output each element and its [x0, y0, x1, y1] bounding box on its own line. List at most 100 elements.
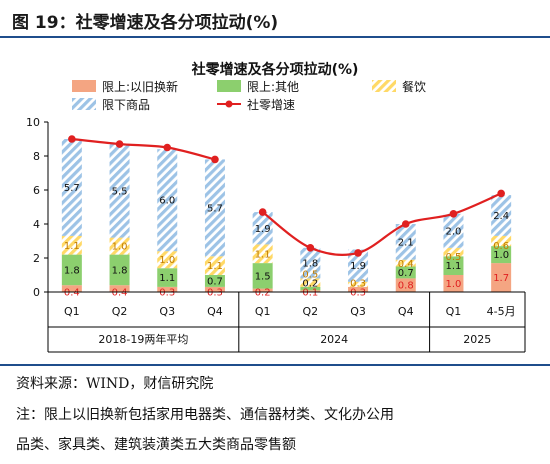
data-label-qita-3: 0.7	[207, 276, 223, 287]
bar-yijiuhuanxin-3	[204, 286, 225, 292]
bar-qita-2	[157, 268, 178, 287]
legend: 限上:以旧换新 限上:其他 餐饮 限下商品 社零增速	[72, 79, 426, 112]
point-shelingzengsu-7	[401, 220, 410, 228]
point-shelingzengsu-1	[115, 140, 124, 148]
x-tick-label-7: Q4	[398, 305, 414, 318]
bar-qita-5	[300, 286, 321, 291]
legend-label-canyin: 餐饮	[402, 79, 426, 94]
data-label-xianxia-9: 2.4	[493, 211, 509, 222]
data-label-xianxia-0: 5.7	[64, 183, 80, 194]
bar-yijiuhuanxin-1	[109, 285, 130, 292]
series-line-shelingzengsu-1	[261, 192, 502, 256]
bar-canyin-3	[204, 256, 225, 275]
data-label-yijiuhuanxin-2: 0.3	[159, 288, 175, 299]
data-label-xianxia-5: 1.8	[302, 259, 318, 270]
x-tick-label-0: Q1	[64, 305, 80, 318]
y-tick-label-2: 4	[33, 218, 40, 231]
data-label-yijiuhuanxin-4: 0.2	[255, 288, 271, 299]
data-label-qita-8: 1.1	[445, 261, 461, 272]
legend-swatch-canyin	[372, 80, 396, 92]
y-tick-label-3: 6	[33, 184, 40, 197]
data-label-qita-7: 0.7	[398, 268, 414, 279]
data-label-qita-2: 1.1	[159, 273, 175, 284]
legend-swatch-xianxia	[72, 98, 96, 110]
legend-marker-shelingzengsu	[225, 100, 233, 108]
data-label-xianxia-2: 6.0	[159, 196, 175, 207]
bar-yijiuhuanxin-8	[443, 275, 464, 292]
y-tick-label-0: 0	[33, 286, 40, 299]
x-tick-label-9: 4-5月	[487, 305, 516, 318]
chart-title: 社零增速及各分项拉动(%)	[191, 61, 359, 78]
data-label-yijiuhuanxin-7: 0.8	[398, 281, 414, 292]
data-label-qita-1: 1.8	[112, 265, 128, 276]
data-label-canyin-4: 1.1	[255, 249, 271, 260]
footnote-line-1: 注：限上以旧换新包括家用电器类、通信器材类、文化办公用	[16, 407, 394, 423]
bar-qita-4	[252, 263, 273, 289]
y-tick-label-4: 8	[33, 150, 40, 163]
bar-canyin-9	[491, 235, 512, 247]
data-label-yijiuhuanxin-5: 0.1	[302, 288, 318, 299]
bar-qita-3	[204, 275, 225, 287]
bar-xianxia-8	[443, 213, 464, 248]
data-label-xianxia-7: 2.1	[398, 237, 414, 248]
bar-xianxia-7	[395, 224, 416, 260]
data-label-yijiuhuanxin-3: 0.3	[207, 288, 223, 299]
data-label-canyin-3: 1.1	[207, 261, 223, 272]
x-tick-label-4: Q1	[255, 305, 271, 318]
group-label-2: 2025	[463, 333, 491, 346]
bar-yijiuhuanxin-4	[252, 288, 273, 292]
data-label-canyin-0: 1.1	[64, 241, 80, 252]
bar-yijiuhuanxin-7	[395, 278, 416, 292]
data-label-canyin-1: 1.0	[112, 242, 128, 253]
group-label-0: 2018-19两年平均	[98, 332, 188, 346]
bar-qita-0	[61, 254, 82, 286]
bar-xianxia-0	[61, 139, 82, 236]
data-label-xianxia-4: 1.9	[255, 224, 271, 235]
point-shelingzengsu-0	[68, 135, 76, 143]
bar-canyin-1	[109, 237, 130, 255]
bar-qita-7	[395, 266, 416, 279]
x-tick-label-2: Q3	[159, 305, 175, 318]
data-label-canyin-2: 1.0	[159, 255, 175, 266]
bar-canyin-8	[443, 247, 464, 257]
bar-qita-9	[491, 246, 512, 264]
data-label-canyin-8: 0.5	[445, 252, 461, 263]
y-tick-label-1: 2	[33, 252, 40, 265]
point-shelingzengsu-3	[211, 155, 219, 164]
legend-label-yijiuhuanxin: 限上:以旧换新	[102, 79, 178, 94]
bar-xianxia-6	[348, 249, 369, 282]
legend-label-xianxia: 限下商品	[102, 97, 150, 112]
x-tick-label-8: Q1	[446, 305, 462, 318]
x-tick-label-6: Q3	[350, 305, 366, 318]
point-shelingzengsu-5	[306, 244, 315, 252]
bar-canyin-2	[157, 251, 178, 269]
bar-yijiuhuanxin-5	[300, 290, 321, 292]
data-label-qita-5: 0.2	[302, 279, 318, 290]
data-label-qita-0: 1.8	[64, 265, 80, 276]
bar-xianxia-5	[300, 247, 321, 279]
group-label-1: 2024	[320, 333, 348, 346]
bar-xianxia-1	[109, 144, 130, 238]
legend-swatch-qita	[217, 80, 241, 92]
point-shelingzengsu-2	[163, 143, 172, 152]
data-label-yijiuhuanxin-1: 0.4	[112, 288, 128, 299]
source-note: 资料来源：WIND，财信研究院	[16, 376, 214, 392]
bar-xianxia-4	[252, 212, 273, 245]
footnote-line-2: 品类、家具类、建筑装潢类五大类商品零售额	[16, 437, 296, 453]
bar-canyin-5	[300, 278, 321, 287]
point-shelingzengsu-8	[449, 210, 458, 218]
data-label-canyin-6: 0.3	[350, 279, 366, 290]
bar-canyin-7	[395, 259, 416, 267]
point-shelingzengsu-4	[258, 208, 267, 216]
data-label-yijiuhuanxin-6: 0.3	[350, 288, 366, 299]
legend-label-qita: 限上:其他	[247, 80, 299, 94]
x-tick-label-3: Q4	[207, 305, 223, 318]
bar-yijiuhuanxin-9	[491, 263, 512, 292]
data-label-yijiuhuanxin-8: 1.0	[445, 279, 461, 290]
top-rule	[0, 36, 550, 38]
legend-label-shelingzengsu: 社零增速	[247, 97, 295, 112]
bar-xianxia-9	[491, 195, 512, 236]
bar-canyin-4	[252, 244, 273, 264]
data-label-qita-4: 1.5	[255, 271, 271, 282]
